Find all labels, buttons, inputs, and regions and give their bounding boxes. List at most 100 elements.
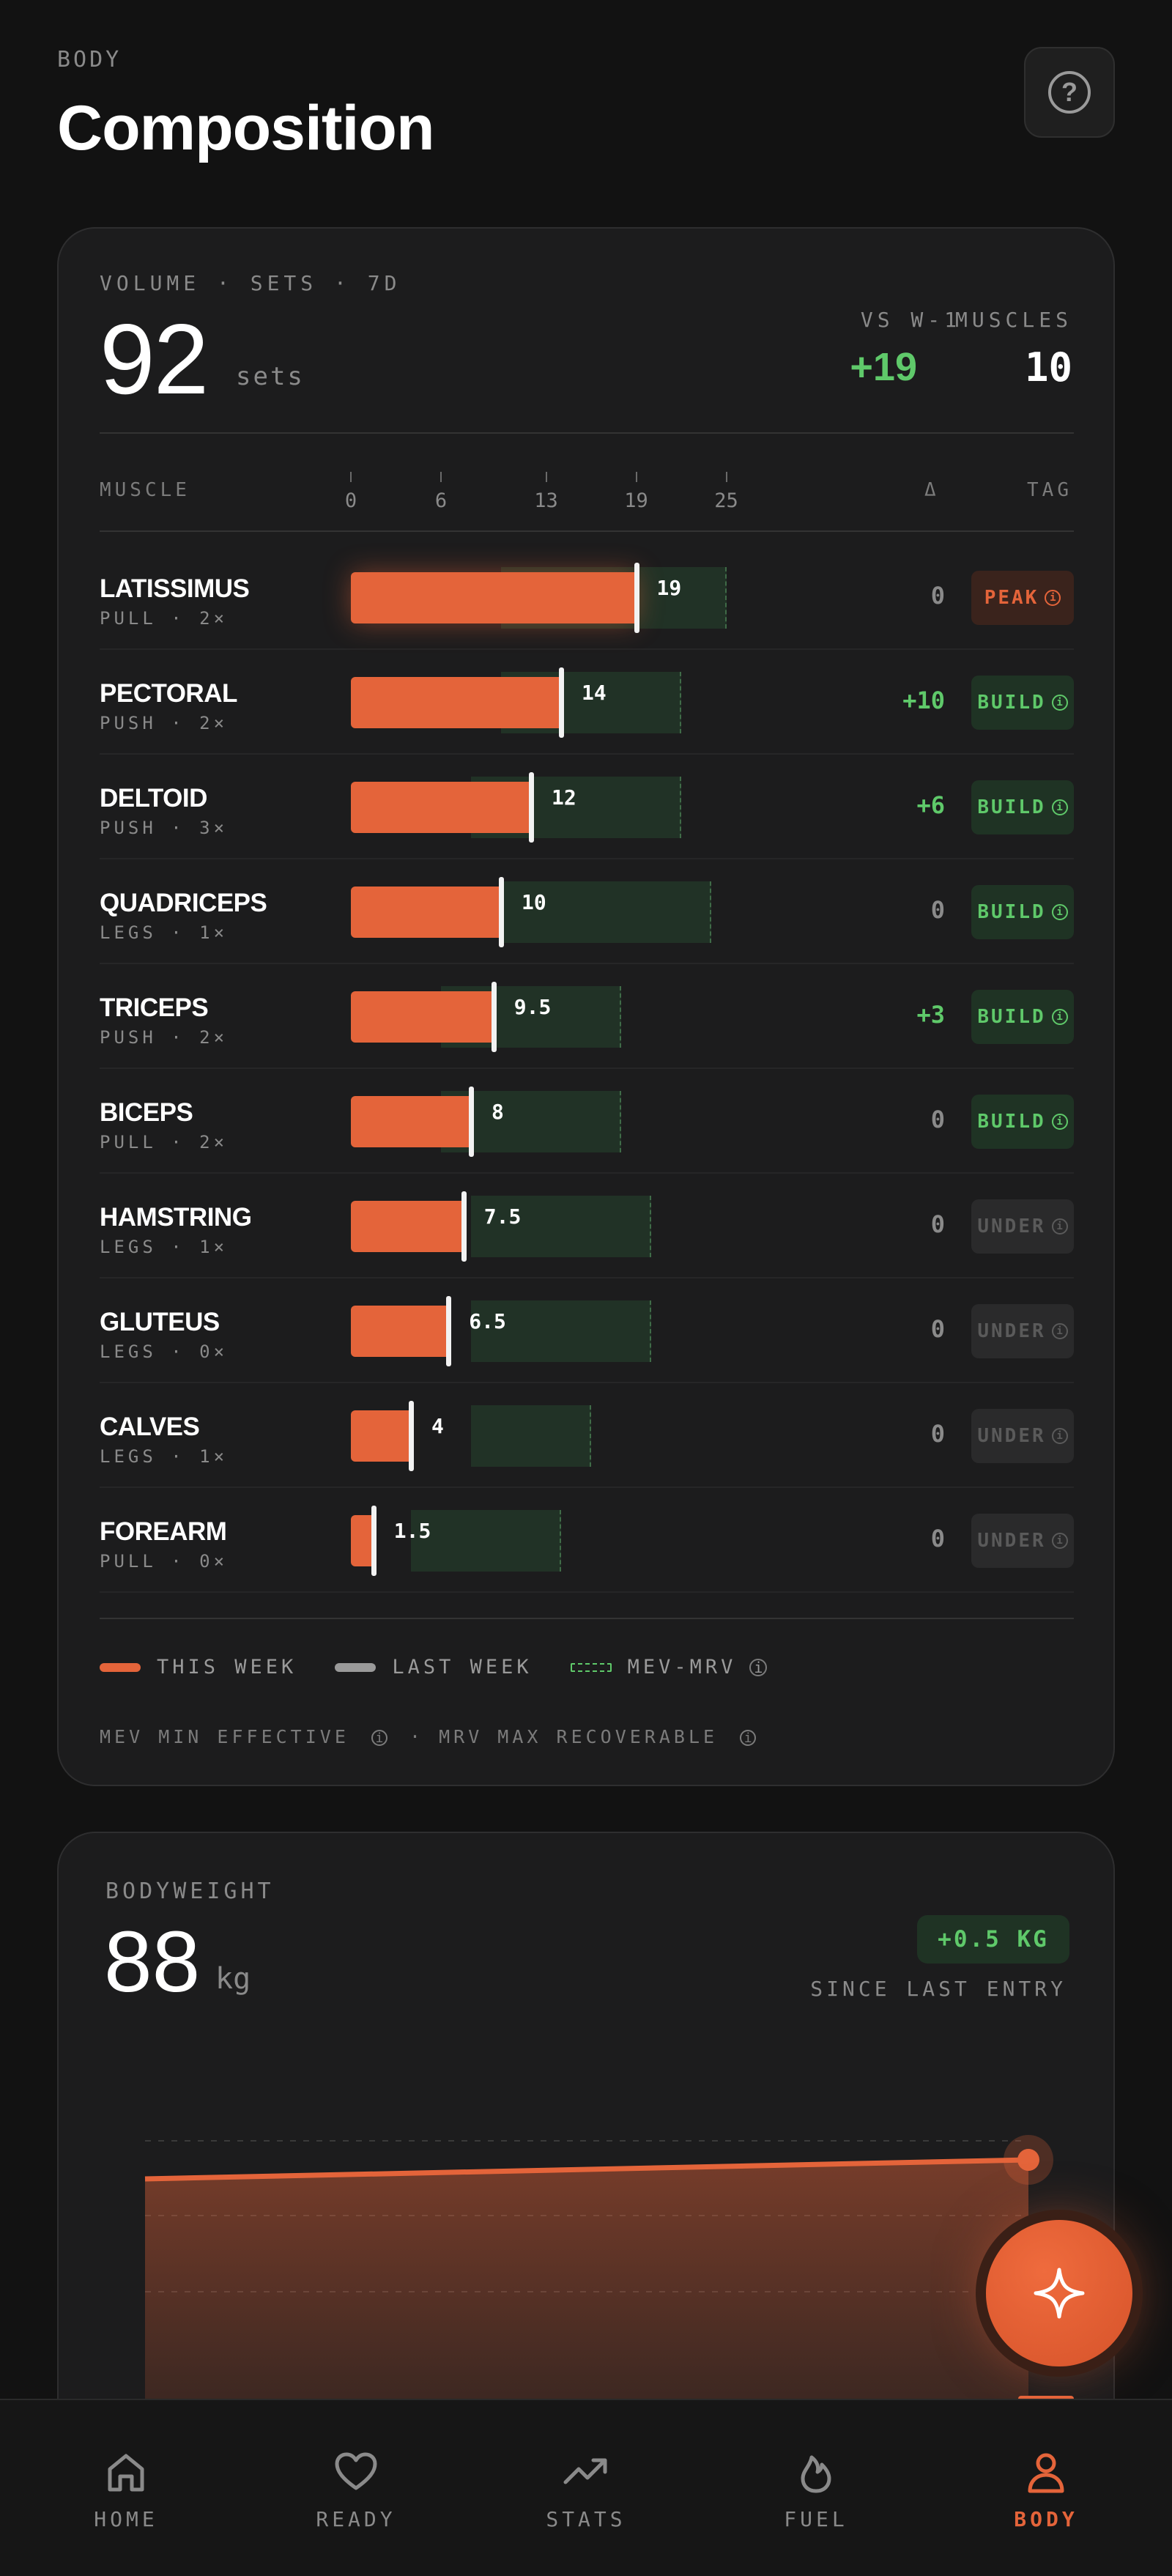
legend-this-week: THIS WEEK	[157, 1656, 297, 1679]
value-marker	[446, 1296, 452, 1366]
sparkle-icon	[1034, 2268, 1085, 2319]
this-week-bar	[351, 1306, 449, 1357]
muscle-name: TRICEPS	[100, 993, 209, 1022]
nav-label: STATS	[546, 2507, 626, 2531]
mev-mrv-note: MEV MIN EFFECTIVE i · MRV MAX RECOVERABL…	[100, 1726, 757, 1747]
bar-value-label: 10	[522, 890, 546, 914]
value-marker	[529, 772, 534, 843]
tag-label: UNDER	[977, 1530, 1046, 1552]
status-tag[interactable]: UNDER i	[971, 1409, 1074, 1463]
vs-label: VS W-1	[860, 308, 961, 332]
nav-label: READY	[316, 2507, 396, 2531]
volume-kicker: VOLUME · SETS · 7D	[100, 271, 401, 295]
bar-value-label: 12	[552, 785, 576, 810]
status-tag[interactable]: BUILD i	[971, 676, 1074, 730]
this-week-bar	[351, 887, 501, 938]
muscle-row[interactable]: 12 DELTOID PUSH · 3× +6 BUILD i	[100, 755, 1074, 859]
value-marker	[491, 982, 497, 1052]
legend-swatch-last-week	[335, 1662, 377, 1672]
bar-value-label: 19	[656, 576, 682, 600]
info-icon: i	[1051, 1114, 1068, 1130]
muscle-row[interactable]: 4 CALVES LEGS · 1× 0 UNDER i	[100, 1383, 1074, 1488]
info-icon[interactable]: i	[740, 1730, 757, 1746]
muscle-name: PECTORAL	[100, 679, 237, 708]
muscle-name: DELTOID	[100, 784, 207, 813]
muscle-row[interactable]: 19 LATISSIMUS PULL · 2× 0 PEAK i	[100, 545, 1074, 650]
axis-tick-label: 25	[714, 489, 738, 512]
info-icon: i	[1051, 799, 1068, 815]
muscle-row[interactable]: 7.5 HAMSTRING LEGS · 1× 0 UNDER i	[100, 1174, 1074, 1278]
muscle-row[interactable]: 10 QUADRICEPS LEGS · 1× 0 BUILD i	[100, 859, 1074, 964]
ai-assistant-button[interactable]	[986, 2220, 1132, 2366]
muscle-sub: PUSH · 2×	[100, 713, 229, 733]
info-icon[interactable]: i	[749, 1658, 768, 1676]
delta-value: 0	[930, 582, 945, 610]
delta-value: +3	[916, 1001, 945, 1029]
info-icon[interactable]: i	[371, 1730, 387, 1746]
nav-home[interactable]: HOME	[53, 2400, 199, 2576]
delta-value: +6	[916, 791, 945, 819]
muscle-sub: PULL · 2×	[100, 1132, 229, 1152]
bar-value-label: 6.5	[469, 1309, 506, 1333]
muscle-sub: LEGS · 1×	[100, 1446, 229, 1467]
bar-value-label: 7.5	[483, 1204, 522, 1229]
legend-swatch-this-week	[100, 1662, 141, 1672]
home-icon	[108, 2454, 144, 2492]
column-tag: TAG	[1027, 479, 1072, 501]
status-tag[interactable]: PEAK i	[971, 571, 1074, 625]
bodyweight-value: 88	[104, 1914, 201, 2010]
info-icon: i	[1051, 1533, 1068, 1549]
this-week-bar	[351, 572, 637, 623]
status-tag[interactable]: BUILD i	[971, 780, 1074, 834]
delta-value: 0	[930, 1420, 945, 1448]
status-tag[interactable]: UNDER i	[971, 1514, 1074, 1568]
muscle-name: QUADRICEPS	[100, 889, 267, 917]
this-week-bar	[351, 1515, 374, 1566]
muscle-sub: PUSH · 2×	[100, 1027, 229, 1048]
question-icon: ?	[1048, 71, 1091, 114]
tag-label: BUILD	[977, 796, 1046, 818]
flame-icon	[801, 2455, 831, 2493]
axis-tick-label: 19	[624, 489, 648, 512]
status-tag[interactable]: BUILD i	[971, 1095, 1074, 1149]
help-button[interactable]: ?	[1024, 47, 1115, 138]
bar-value-label: 9.5	[513, 995, 552, 1019]
muscle-row[interactable]: 1.5 FOREARM PULL · 0× 0 UNDER i	[100, 1488, 1074, 1593]
delta-value: +10	[902, 686, 945, 714]
value-marker	[499, 877, 504, 947]
status-tag[interactable]: BUILD i	[971, 885, 1074, 939]
nav-ready[interactable]: READY	[283, 2400, 429, 2576]
nav-stats[interactable]: STATS	[513, 2400, 659, 2576]
page-title: Composition	[57, 93, 434, 163]
legend: THIS WEEK LAST WEEK MEV-MRV i	[100, 1656, 768, 1679]
axis-tick	[635, 472, 637, 482]
heart-icon	[335, 2452, 377, 2490]
muscle-row[interactable]: 6.5 GLUTEUS LEGS · 0× 0 UNDER i	[100, 1278, 1074, 1383]
value-marker	[469, 1087, 474, 1157]
muscle-sub: LEGS · 1×	[100, 922, 229, 943]
nav-fuel[interactable]: FUEL	[743, 2400, 889, 2576]
page-kicker: BODY	[57, 47, 122, 73]
muscle-row[interactable]: 8 BICEPS PULL · 2× 0 BUILD i	[100, 1069, 1074, 1174]
axis-tick	[440, 472, 442, 482]
legend-last-week: LAST WEEK	[392, 1656, 533, 1679]
value-marker	[371, 1506, 377, 1576]
bar-value-label: 4	[431, 1414, 444, 1438]
info-icon: i	[1051, 1009, 1068, 1025]
bar-value-label: 1.5	[393, 1519, 431, 1543]
status-tag[interactable]: UNDER i	[971, 1304, 1074, 1358]
axis-tick	[545, 472, 547, 482]
muscle-row[interactable]: 9.5 TRICEPS PUSH · 2× +3 BUILD i	[100, 964, 1074, 1069]
status-tag[interactable]: UNDER i	[971, 1199, 1074, 1254]
bodyweight-unit: kg	[215, 1962, 251, 1996]
muscle-sub: LEGS · 1×	[100, 1237, 229, 1257]
value-marker	[461, 1191, 467, 1262]
this-week-bar	[351, 991, 494, 1043]
muscle-sub: PUSH · 3×	[100, 818, 229, 838]
bodyweight-change-badge: +0.5 KG	[917, 1915, 1069, 1964]
status-tag[interactable]: BUILD i	[971, 990, 1074, 1044]
muscle-row[interactable]: 14 PECTORAL PUSH · 2× +10 BUILD i	[100, 650, 1074, 755]
nav-body[interactable]: BODY	[973, 2400, 1119, 2576]
nav-label: FUEL	[784, 2507, 848, 2531]
latest-point[interactable]	[1017, 2149, 1039, 2171]
